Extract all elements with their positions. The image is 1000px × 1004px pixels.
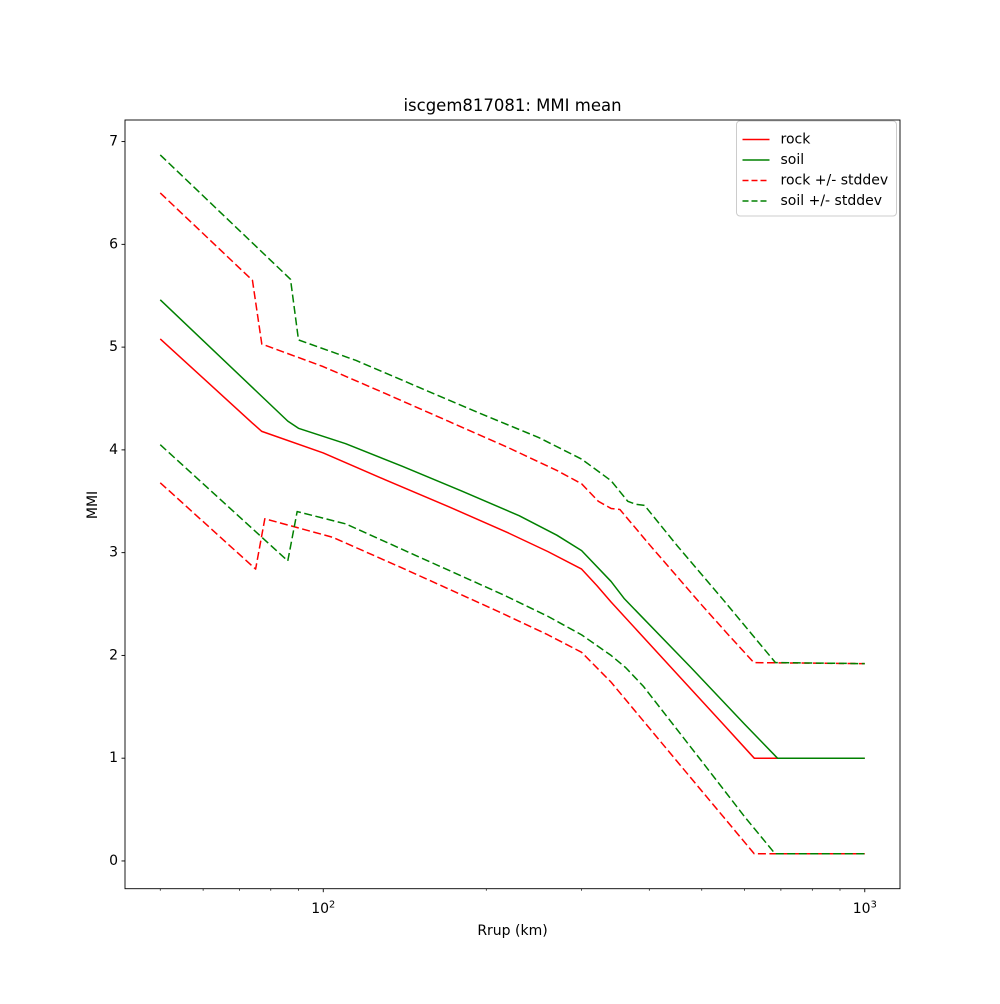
legend-box — [736, 120, 897, 217]
legend-entry: rock +/- stddev — [742, 173, 889, 189]
y-tick-label: 1 — [109, 750, 118, 766]
legend-entry: soil +/- stddev — [742, 193, 883, 209]
legend: rock soil rock +/- stddev soil +/- stddev — [736, 120, 897, 217]
line-soil-plus-stddev — [159, 154, 865, 665]
legend-entry: soil — [742, 152, 805, 168]
plot-area-border — [124, 119, 901, 890]
line-soil — [159, 299, 865, 759]
legend-entry-label: rock — [781, 132, 812, 148]
y-tick-label: 7 — [109, 134, 118, 150]
line-rock — [159, 338, 865, 759]
x-tick-label: 103 — [853, 900, 877, 918]
x-axis-label: Rrup (km) — [477, 923, 547, 939]
line-soil-minus-stddev — [159, 444, 865, 855]
legend-entry-label: soil +/- stddev — [781, 193, 883, 209]
legend-entry-label: soil — [781, 152, 805, 168]
y-tick-label: 3 — [109, 545, 118, 561]
ticks-group: 0 1 2 3 4 5 6 7 102 103 — [109, 134, 877, 917]
x-tick-label: 102 — [311, 900, 335, 918]
legend-entry: rock — [742, 132, 812, 148]
y-tick-label: 5 — [109, 339, 118, 355]
y-tick-label: 4 — [109, 442, 118, 458]
y-tick-label: 0 — [109, 853, 118, 869]
y-axis-label: MMI — [85, 491, 101, 519]
series-group — [159, 154, 865, 855]
line-rock-plus-stddev — [159, 192, 865, 665]
y-tick-label: 2 — [109, 647, 118, 663]
chart-title: iscgem817081: MMI mean — [403, 96, 621, 115]
y-tick-label: 6 — [109, 236, 118, 252]
line-rock-minus-stddev — [159, 482, 865, 855]
legend-entry-label: rock +/- stddev — [781, 173, 889, 189]
